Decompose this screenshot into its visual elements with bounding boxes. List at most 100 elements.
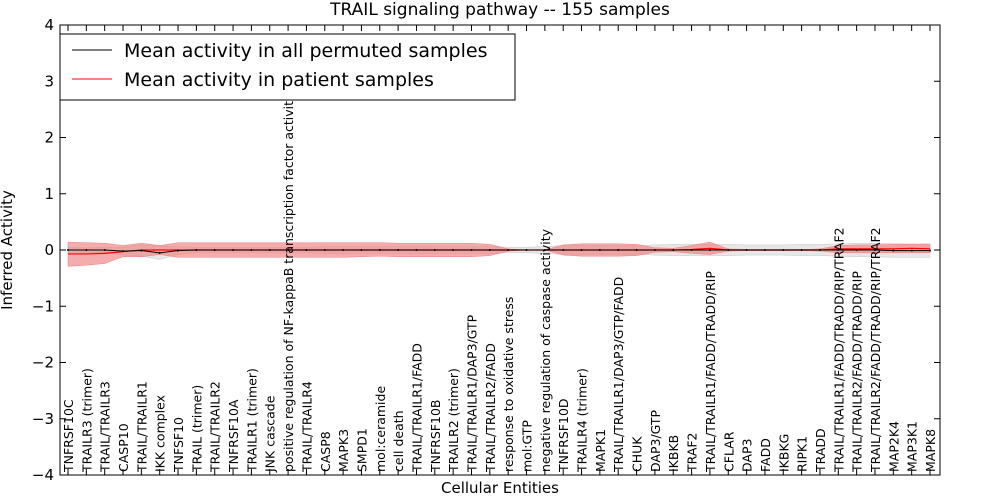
x-tick-label: MAPK3 xyxy=(336,429,351,472)
permuted-point xyxy=(195,249,198,251)
permuted-point xyxy=(525,249,528,251)
permuted-point xyxy=(213,249,216,251)
x-tick-label: negative regulation of caspase activity xyxy=(538,228,553,472)
x-tick-label: CFLAR xyxy=(721,431,736,472)
permuted-point xyxy=(543,249,546,251)
x-tick-label: TRAIL/TRAILR1/FADD xyxy=(409,343,424,473)
x-tick-label: TRAIL/TRAILR1/DAP3/GTP xyxy=(464,314,479,473)
y-tick-label: 2 xyxy=(44,129,54,147)
legend-label-patient: Mean activity in patient samples xyxy=(124,69,434,91)
permuted-point xyxy=(818,249,821,251)
x-tick-label: TRAIL/TRAILR1/DAP3/GTP/FADD xyxy=(611,277,626,473)
permuted-point xyxy=(305,249,308,251)
x-tick-label: TRAILR2 (trimer) xyxy=(446,368,461,473)
permuted-point xyxy=(488,249,491,251)
chart-title: TRAIL signaling pathway -- 155 samples xyxy=(329,0,670,20)
x-tick-label: TNFSF10 xyxy=(171,417,186,473)
permuted-point xyxy=(929,249,931,252)
permuted-mean-line xyxy=(68,249,930,254)
permuted-point xyxy=(672,249,675,251)
x-axis-label: Cellular Entities xyxy=(441,479,559,497)
permuted-point xyxy=(360,249,363,251)
permuted-point xyxy=(433,249,436,251)
x-tick-label: MAP2K4 xyxy=(886,421,901,472)
permuted-point xyxy=(177,249,180,252)
x-tick-label: MAPK1 xyxy=(593,429,608,472)
permuted-point xyxy=(85,249,88,251)
permuted-point xyxy=(470,249,473,251)
x-tick-label: TRAILR4 (trimer) xyxy=(575,368,590,473)
permuted-point xyxy=(67,249,69,251)
permuted-point xyxy=(507,249,510,251)
x-tick-label: CASP10 xyxy=(116,423,131,472)
x-tick-label: FADD xyxy=(758,438,773,472)
x-tick-label: CASP8 xyxy=(318,431,333,472)
permuted-point xyxy=(635,249,638,251)
permuted-point xyxy=(855,249,858,251)
permuted-point xyxy=(103,249,106,251)
x-tick-label: RIPK1 xyxy=(795,436,810,472)
permuted-point xyxy=(397,249,400,251)
permuted-point xyxy=(892,249,895,252)
x-tick-label: TRAIL (trimer) xyxy=(189,385,204,473)
permuted-point xyxy=(268,249,271,251)
y-tick-label: −3 xyxy=(32,410,54,428)
permuted-point xyxy=(250,249,253,251)
x-tick-label: SMPD1 xyxy=(354,428,369,472)
y-tick-label: −2 xyxy=(32,354,54,372)
permuted-point xyxy=(800,249,803,251)
x-tick-label: TRAF2 xyxy=(685,432,700,473)
x-tick-label: mol:ceramide xyxy=(373,386,388,472)
permuted-point xyxy=(617,249,620,251)
y-tick-label: 4 xyxy=(44,16,54,34)
permuted-point xyxy=(910,249,913,252)
permuted-point xyxy=(598,249,601,251)
legend: Mean activity in all permuted samples Me… xyxy=(59,33,516,101)
x-tick-label: TRAIL/TRAILR1/FADD/TRADD/RIP/TRAF2 xyxy=(831,227,846,473)
permuted-point xyxy=(708,249,711,251)
x-tick-label: MAP3K1 xyxy=(905,421,920,472)
permuted-point xyxy=(122,250,125,253)
x-tick-label: TRAILR1 (trimer) xyxy=(244,368,259,473)
x-tick-label: mol:GTP xyxy=(520,420,535,472)
x-tick-label: TRAIL/TRAILR2/FADD/TRADD/RIP xyxy=(850,271,865,473)
x-tick-label: TNFRSF10A xyxy=(226,399,241,473)
y-tick-label: 3 xyxy=(44,72,54,90)
y-tick-label: 1 xyxy=(44,185,54,203)
permuted-point xyxy=(287,249,290,251)
x-tick-label: TRAILR3 (trimer) xyxy=(79,368,94,473)
x-tick-label: TNFRSF10B xyxy=(428,400,443,473)
x-tick-label: TNFRSF10D xyxy=(556,398,571,473)
permuted-point xyxy=(452,249,455,251)
x-tick-label: TRAIL/TRAILR2/FADD/TRADD/RIP/TRAF2 xyxy=(868,227,883,473)
permuted-point xyxy=(727,249,730,251)
x-tick-label: CHUK xyxy=(630,436,645,472)
x-tick-label: IKK complex xyxy=(153,395,168,472)
x-tick-label: TNFRSF10C xyxy=(61,399,76,473)
permuted-point xyxy=(378,249,381,251)
permuted-point xyxy=(873,249,876,251)
x-tick-label: positive regulation of NF-kappaB transcr… xyxy=(281,93,296,472)
x-tick-label: TRAIL/TRAILR1 xyxy=(134,381,149,473)
y-tick-label: 0 xyxy=(44,241,54,259)
x-tick-label: TRADD xyxy=(813,428,828,473)
x-tick-label: TRAIL/TRAILR1/FADD/TRADD/RIP xyxy=(703,271,718,473)
x-tick-label: TRAIL/TRAILR3 xyxy=(98,381,113,473)
x-tick-label: IKBKB xyxy=(666,435,681,472)
x-tick-label: DAP3 xyxy=(740,439,755,472)
x-tick-label: DAP3/GTP xyxy=(648,409,663,472)
permuted-point xyxy=(782,249,785,251)
permuted-point xyxy=(158,251,161,254)
permuted-point xyxy=(690,249,693,251)
legend-label-permuted: Mean activity in all permuted samples xyxy=(124,40,487,62)
x-tick-label: response to oxidative stress xyxy=(501,297,516,472)
permuted-point xyxy=(763,249,766,251)
permuted-point xyxy=(232,249,235,251)
permuted-point xyxy=(323,249,326,251)
permuted-point xyxy=(342,249,345,251)
permuted-point xyxy=(140,249,143,252)
permuted-point xyxy=(653,249,656,251)
x-tick-label: MAPK8 xyxy=(923,429,938,472)
permuted-point xyxy=(837,249,840,251)
